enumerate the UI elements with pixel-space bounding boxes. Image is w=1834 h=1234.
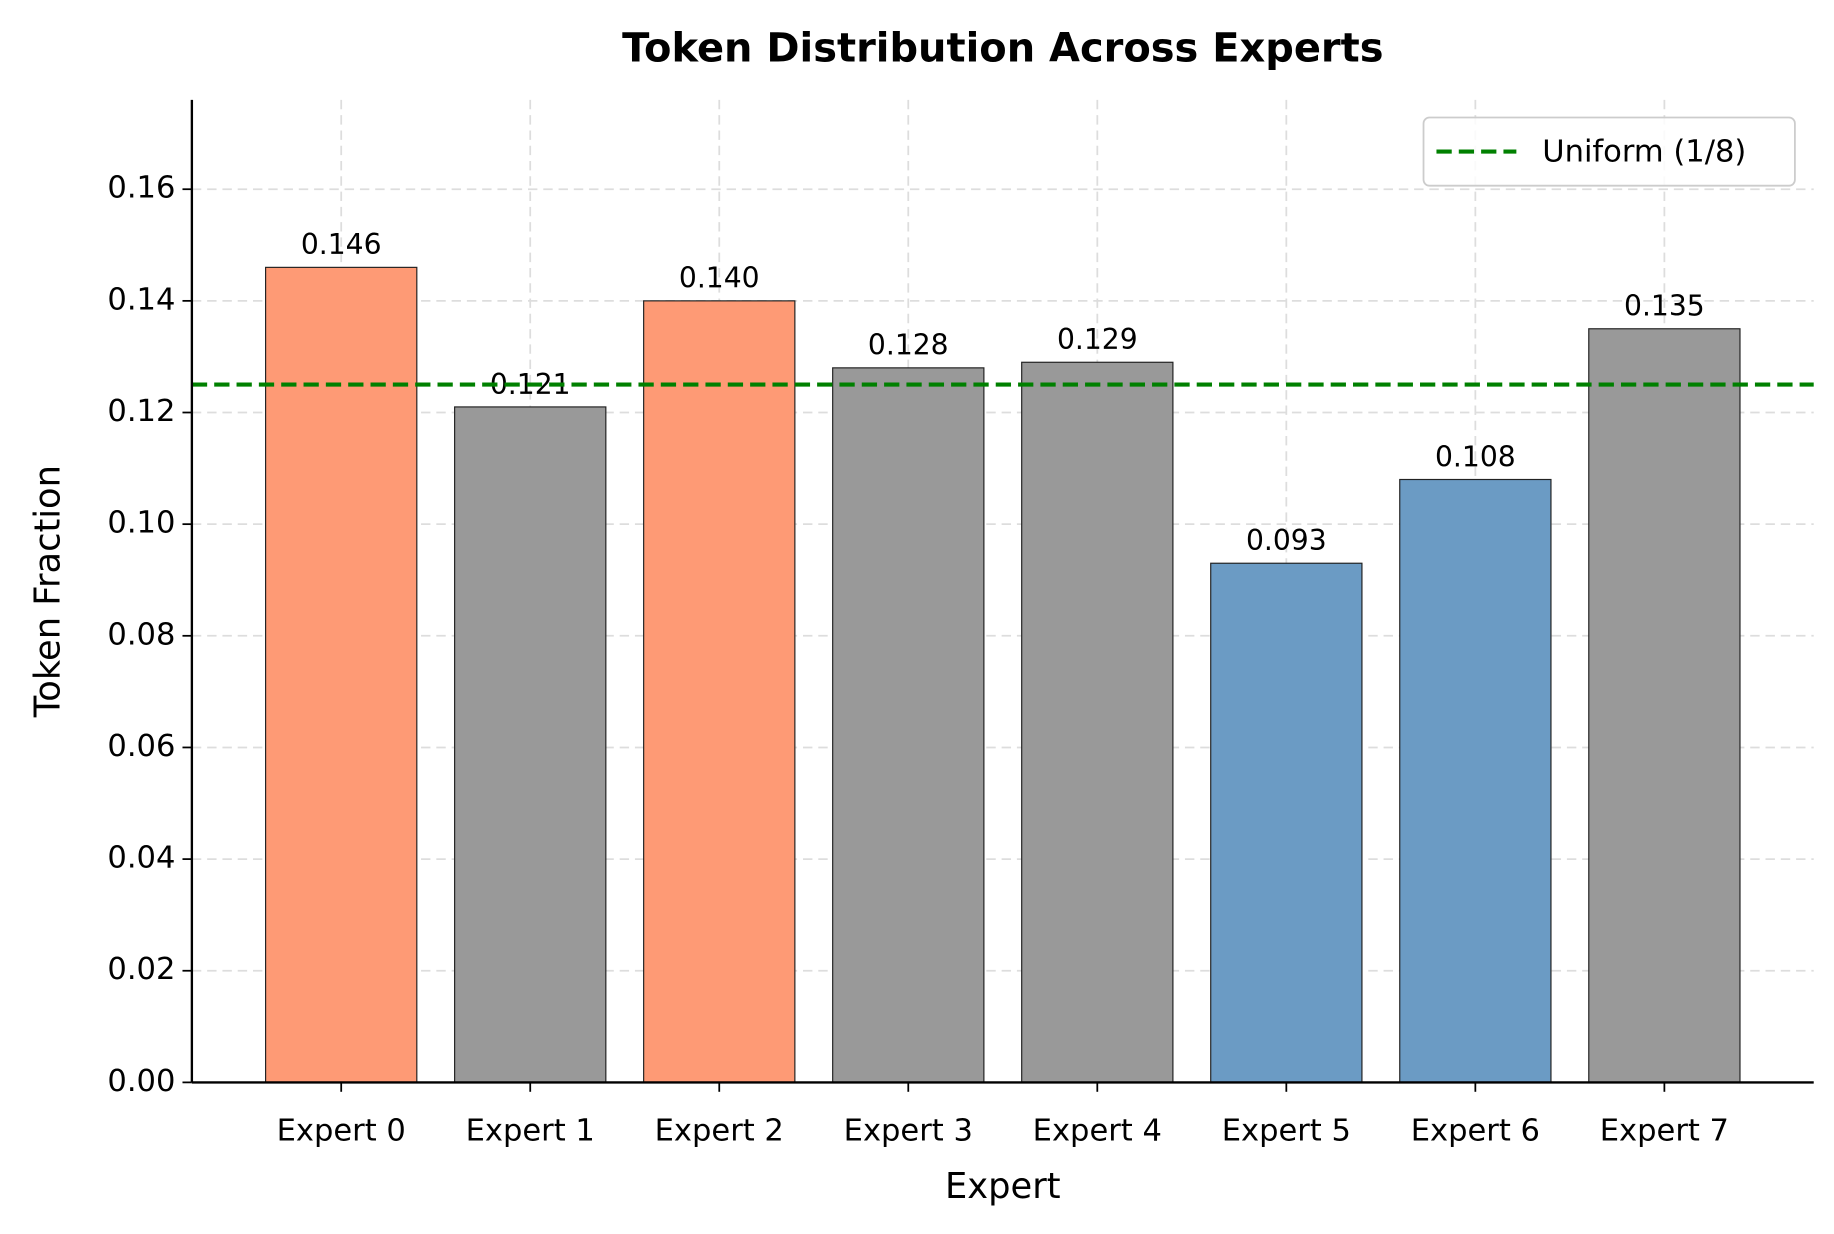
- value-label: 0.093: [1246, 524, 1327, 557]
- bar: [454, 406, 607, 1083]
- chart-title: Token Distribution Across Experts: [622, 26, 1383, 72]
- y-tick-label: 0.04: [107, 841, 175, 876]
- y-tick-label: 0.08: [107, 617, 175, 652]
- legend-label: Uniform (1/8): [1542, 134, 1746, 169]
- value-label: 0.129: [1057, 323, 1138, 356]
- legend-box: [1422, 116, 1796, 187]
- bar: [643, 300, 796, 1083]
- bar: [1588, 328, 1741, 1083]
- value-label: 0.135: [1624, 290, 1705, 323]
- bar: [1399, 478, 1552, 1083]
- y-tick-label: 0.02: [107, 952, 175, 987]
- x-tick-label: Expert 1: [466, 1113, 595, 1148]
- x-tick-label: Expert 6: [1411, 1113, 1540, 1148]
- y-tick-label: 0.06: [107, 729, 175, 764]
- bar: [1210, 562, 1363, 1083]
- y-axis-label: Token Fraction: [28, 465, 69, 718]
- x-tick-label: Expert 7: [1600, 1113, 1729, 1148]
- bar: [1021, 361, 1174, 1083]
- y-tick-label: 0.14: [107, 282, 175, 317]
- y-tick-label: 0.16: [107, 171, 175, 206]
- x-tick-label: Expert 0: [277, 1113, 406, 1148]
- value-label: 0.128: [868, 329, 949, 362]
- y-tick-label: 0.00: [107, 1064, 175, 1099]
- y-tick-label: 0.10: [107, 506, 175, 541]
- y-tick-label: 0.12: [107, 394, 175, 429]
- value-label: 0.140: [679, 262, 760, 295]
- x-tick-label: Expert 5: [1222, 1113, 1351, 1148]
- x-tick-label: Expert 3: [844, 1113, 973, 1148]
- value-label: 0.108: [1435, 440, 1516, 473]
- x-tick-label: Expert 2: [655, 1113, 784, 1148]
- bar: [265, 266, 418, 1083]
- value-label: 0.146: [301, 228, 382, 261]
- x-tick-label: Expert 4: [1033, 1113, 1162, 1148]
- bar: [832, 367, 985, 1083]
- x-axis-label: Expert: [945, 1166, 1061, 1207]
